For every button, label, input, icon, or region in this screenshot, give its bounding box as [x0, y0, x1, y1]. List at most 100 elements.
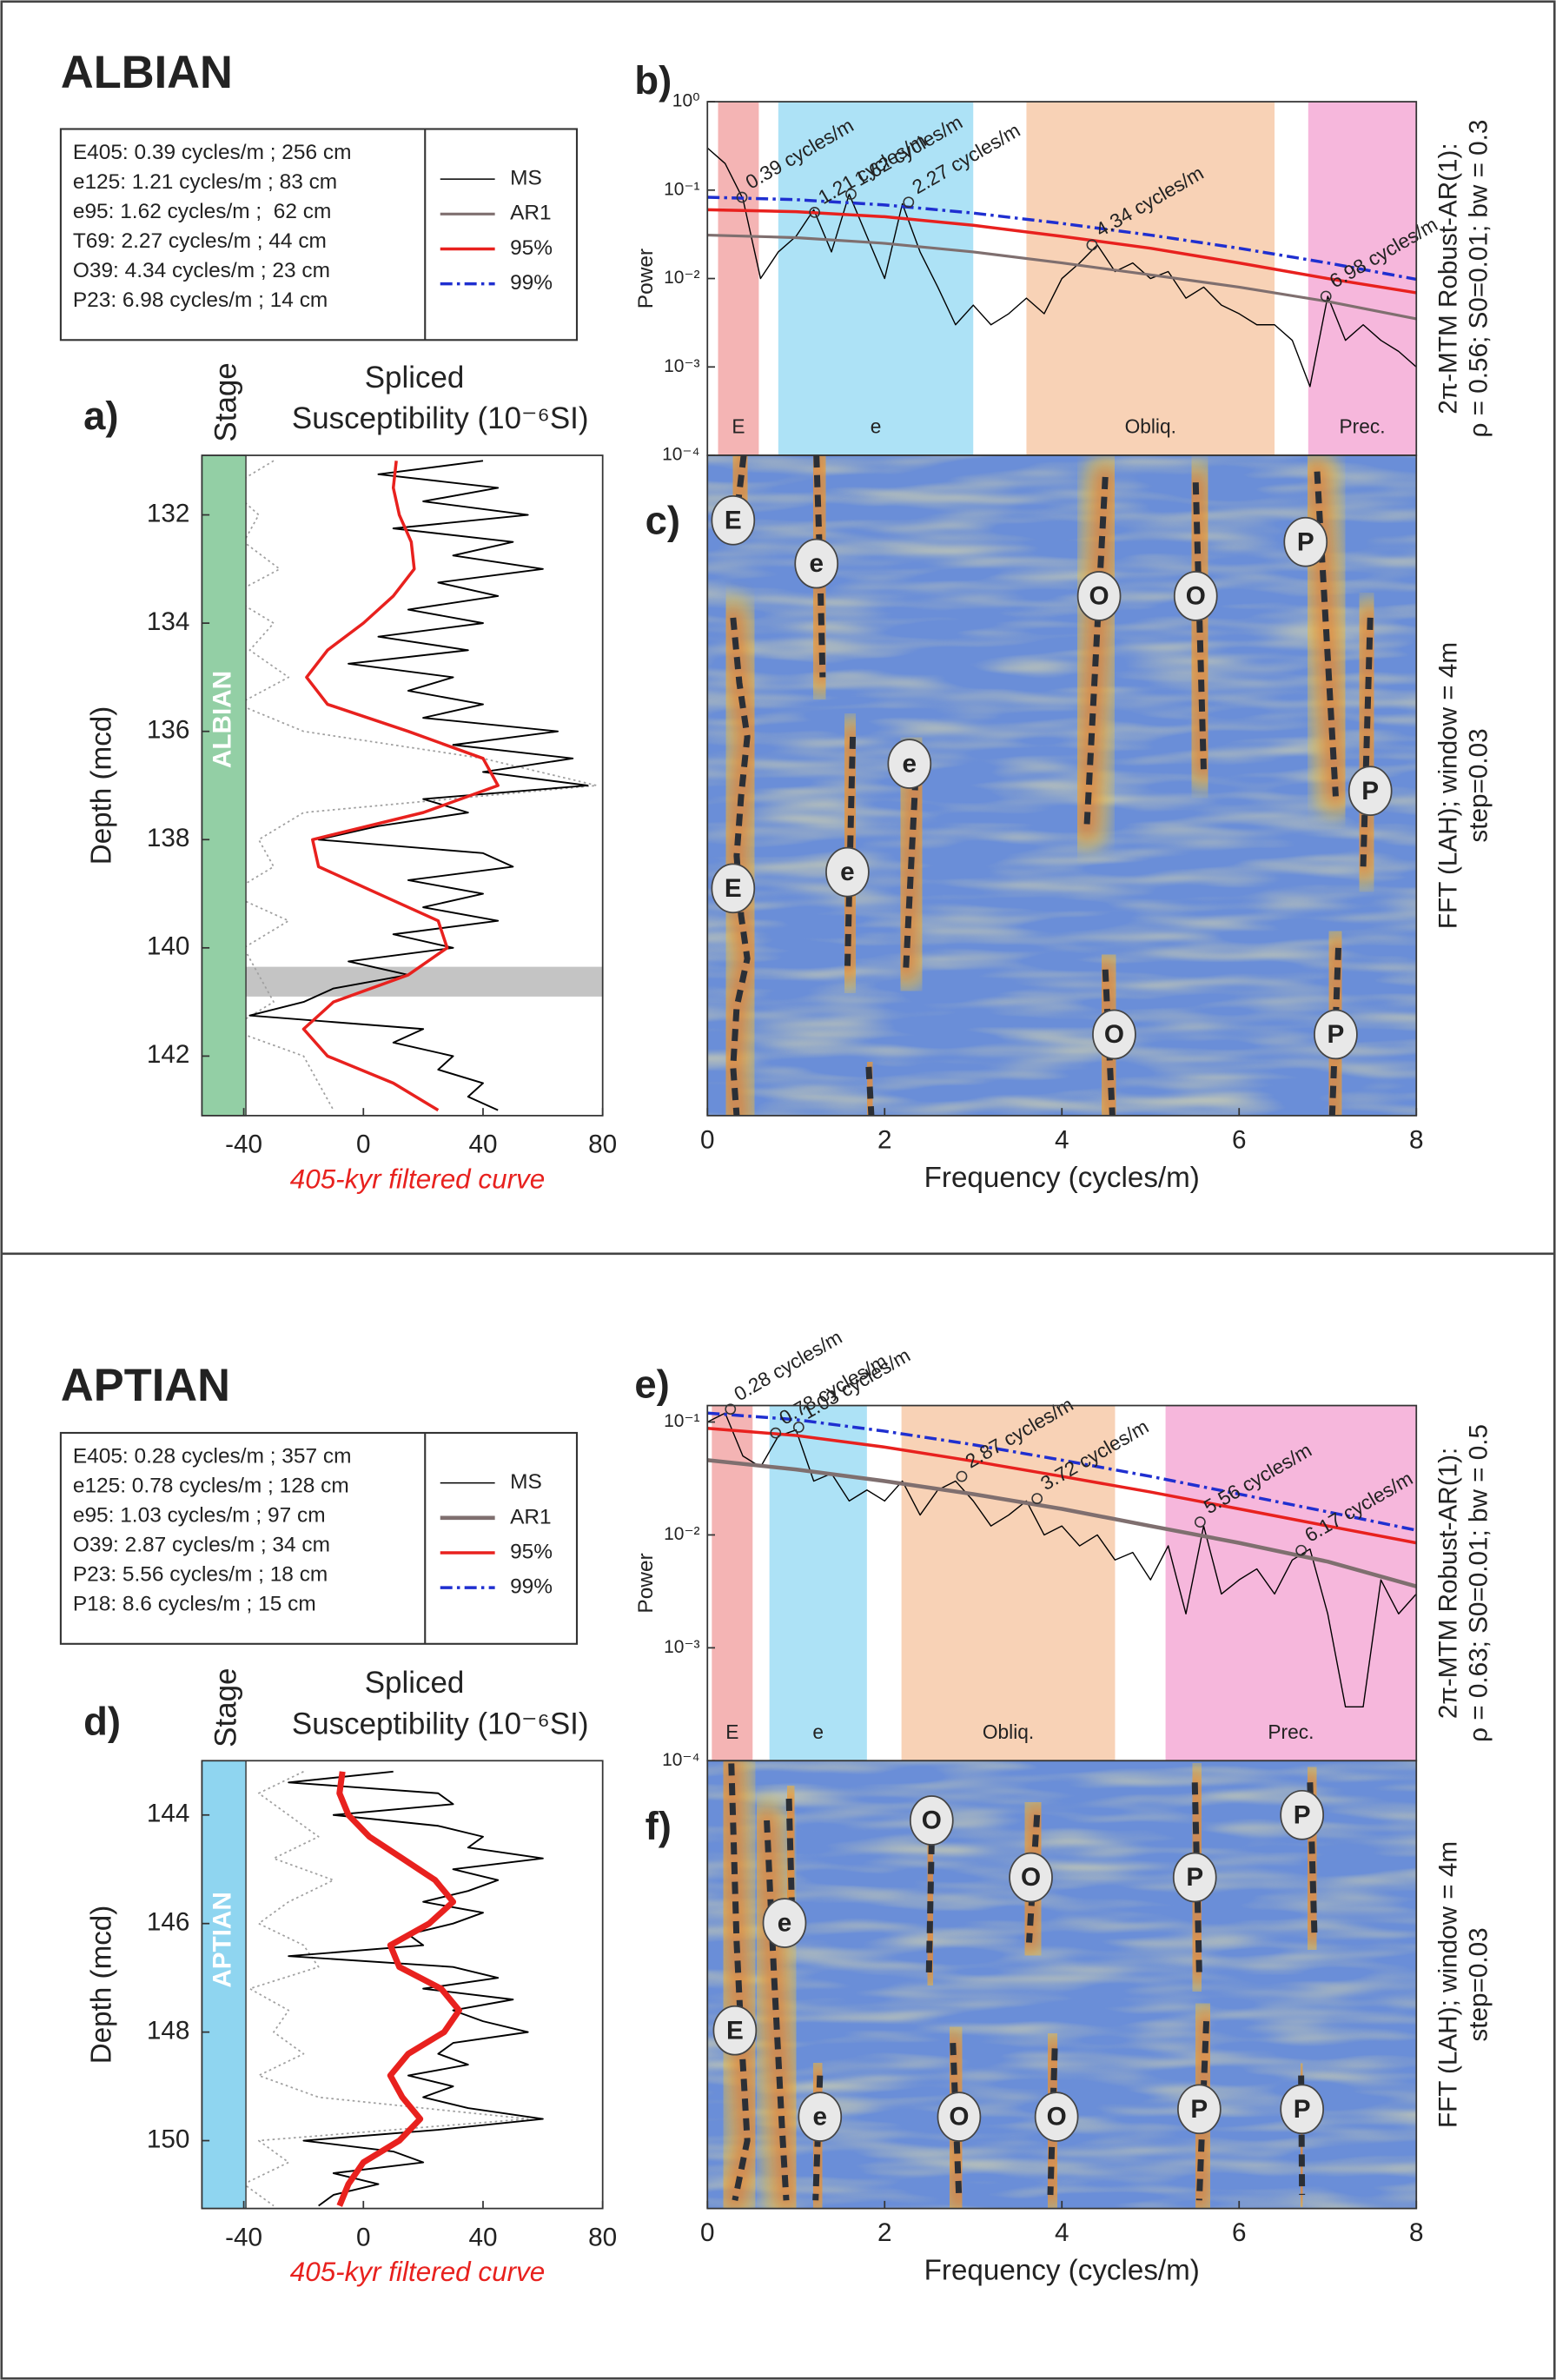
cycle-label: P [1297, 527, 1314, 556]
legend-label: MS [510, 167, 542, 190]
period-row: E405: 0.28 cycles/m ; 357 cm [73, 1444, 352, 1468]
y-axis-title: Depth (mcd) [86, 706, 118, 865]
cycle-track [1360, 617, 1374, 867]
cycle-track [730, 617, 751, 1116]
cycle-label: O [949, 2103, 969, 2131]
y-tick-label: 10⁻² [664, 1524, 699, 1544]
cycle-marker [887, 739, 932, 789]
cycle-marker [909, 1795, 954, 1846]
cycle-track [1314, 471, 1339, 797]
cycle-band [769, 1405, 867, 1761]
cycle-label: e [840, 858, 855, 886]
x-tick-label: 80 [588, 1130, 617, 1159]
cycle-marker [1076, 571, 1122, 621]
x-tick-label: 80 [588, 2223, 617, 2251]
cycle-label: e [809, 549, 824, 578]
cycle-marker [825, 846, 870, 898]
x-axis-note: 405-kyr filtered curve [290, 1163, 546, 1194]
y-tick-label: 10⁻¹ [664, 1411, 699, 1431]
y-axis-title: Power [634, 249, 658, 308]
cycle-marker [1280, 1789, 1325, 1840]
cycle-label: e [813, 2103, 828, 2131]
period-row: O39: 2.87 cycles/m ; 34 cm [73, 1534, 330, 1557]
x-tick-label: 40 [468, 2223, 497, 2251]
x-axis-title: Susceptibility (10⁻⁶SI) [292, 1707, 589, 1740]
y-tick-label: 144 [147, 1800, 190, 1828]
cycle-marker [712, 2005, 758, 2056]
peak-marker [1031, 1493, 1043, 1504]
cycle-track [728, 1763, 751, 2201]
cycle-track [865, 1066, 875, 1116]
panel-label: e) [634, 1362, 669, 1407]
peak-marker [845, 189, 857, 200]
period-row: P23: 5.56 cycles/m ; 18 cm [73, 1563, 328, 1587]
x-axis-title: Susceptibility (10⁻⁶SI) [292, 401, 589, 435]
period-row: O39: 4.34 cycles/m ; 23 cm [73, 259, 330, 282]
cycle-label: O [1089, 582, 1109, 611]
panel-label: b) [634, 58, 672, 103]
cycle-label: P [1186, 1863, 1203, 1892]
cycle-label: O [1021, 1863, 1041, 1892]
y-tick-label: 142 [147, 1040, 190, 1069]
x-tick-label: 0 [356, 1130, 371, 1159]
peak-marker [1295, 1544, 1308, 1556]
x-tick-label: 0 [356, 2223, 371, 2251]
legend-label: 99% [510, 1575, 553, 1599]
cycle-marker [1347, 766, 1393, 817]
plot-area: O O P Pe Ee O O P P [707, 1760, 1417, 2209]
y-tick-label: 10⁻² [664, 268, 699, 288]
y-tick-label: 138 [147, 824, 190, 852]
cycle-marker [1177, 2084, 1222, 2135]
y-tick-label: 10⁻¹ [664, 179, 699, 199]
method-label: FFT (LAH); window = 4m [1434, 1841, 1463, 2128]
legend-label: 99% [510, 271, 553, 295]
y-tick-label: 146 [147, 1908, 190, 1937]
x-tick-label: 6 [1232, 1125, 1247, 1154]
table-box [59, 1431, 579, 1645]
period-row: e125: 1.21 cycles/m ; 83 cm [73, 170, 337, 194]
x-tick-label: 2 [877, 2218, 892, 2247]
x-axis-title: Frequency (cycles/m) [924, 2255, 1200, 2287]
x-tick-label: 4 [1055, 1125, 1069, 1154]
x-tick-label: 0 [700, 2218, 715, 2247]
peak-marker [1320, 290, 1332, 302]
y-tick-label: 150 [147, 2125, 190, 2153]
highlight-interval [246, 966, 603, 997]
legend-label: 95% [510, 1540, 553, 1563]
x-axis-note: 405-kyr filtered curve [290, 2257, 546, 2287]
peak-marker [725, 1403, 737, 1415]
band-label: E [732, 415, 745, 438]
peak-marker [956, 1470, 968, 1482]
panel-label: d) [83, 1699, 121, 1743]
cycle-marker [794, 538, 839, 589]
cycle-track [950, 2042, 963, 2201]
x-tick-label: -40 [225, 2223, 262, 2251]
cycle-track [1192, 482, 1207, 770]
cycle-marker [1092, 1009, 1136, 1060]
y-tick-label: 10⁻⁴ [662, 445, 699, 465]
band-label: e [871, 415, 882, 438]
x-tick-label: 4 [1055, 2218, 1069, 2247]
series-line [707, 196, 1417, 282]
x-tick-label: -40 [225, 1130, 262, 1159]
legend-label: 95% [510, 236, 553, 260]
series-line [288, 1770, 544, 2207]
x-tick-label: 8 [1409, 2218, 1424, 2247]
cycle-marker [711, 494, 756, 546]
plot-area [228, 460, 598, 1112]
stage-header: Stage [209, 1668, 242, 1747]
y-tick-label: 10⁻³ [664, 1637, 699, 1657]
band-label: Prec. [1268, 1720, 1314, 1743]
cycle-marker [762, 1898, 807, 1948]
power-ridge-core [1076, 466, 1116, 840]
series-line [707, 1411, 1417, 1532]
cycle-track [1047, 2048, 1058, 2196]
series-line [228, 460, 598, 1111]
cycle-label: P [1294, 1800, 1311, 1829]
series-line [242, 1771, 529, 2207]
x-tick-label: 8 [1409, 1125, 1424, 1154]
cycle-marker [937, 2092, 982, 2142]
